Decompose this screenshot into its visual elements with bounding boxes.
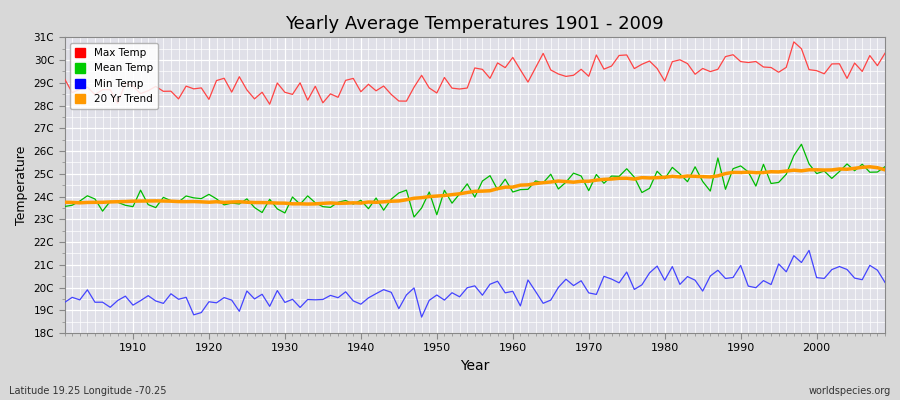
X-axis label: Year: Year [460,359,490,373]
Text: worldspecies.org: worldspecies.org [809,386,891,396]
Y-axis label: Temperature: Temperature [15,146,28,225]
Text: Latitude 19.25 Longitude -70.25: Latitude 19.25 Longitude -70.25 [9,386,166,396]
Legend: Max Temp, Mean Temp, Min Temp, 20 Yr Trend: Max Temp, Mean Temp, Min Temp, 20 Yr Tre… [70,42,158,110]
Title: Yearly Average Temperatures 1901 - 2009: Yearly Average Temperatures 1901 - 2009 [285,15,664,33]
